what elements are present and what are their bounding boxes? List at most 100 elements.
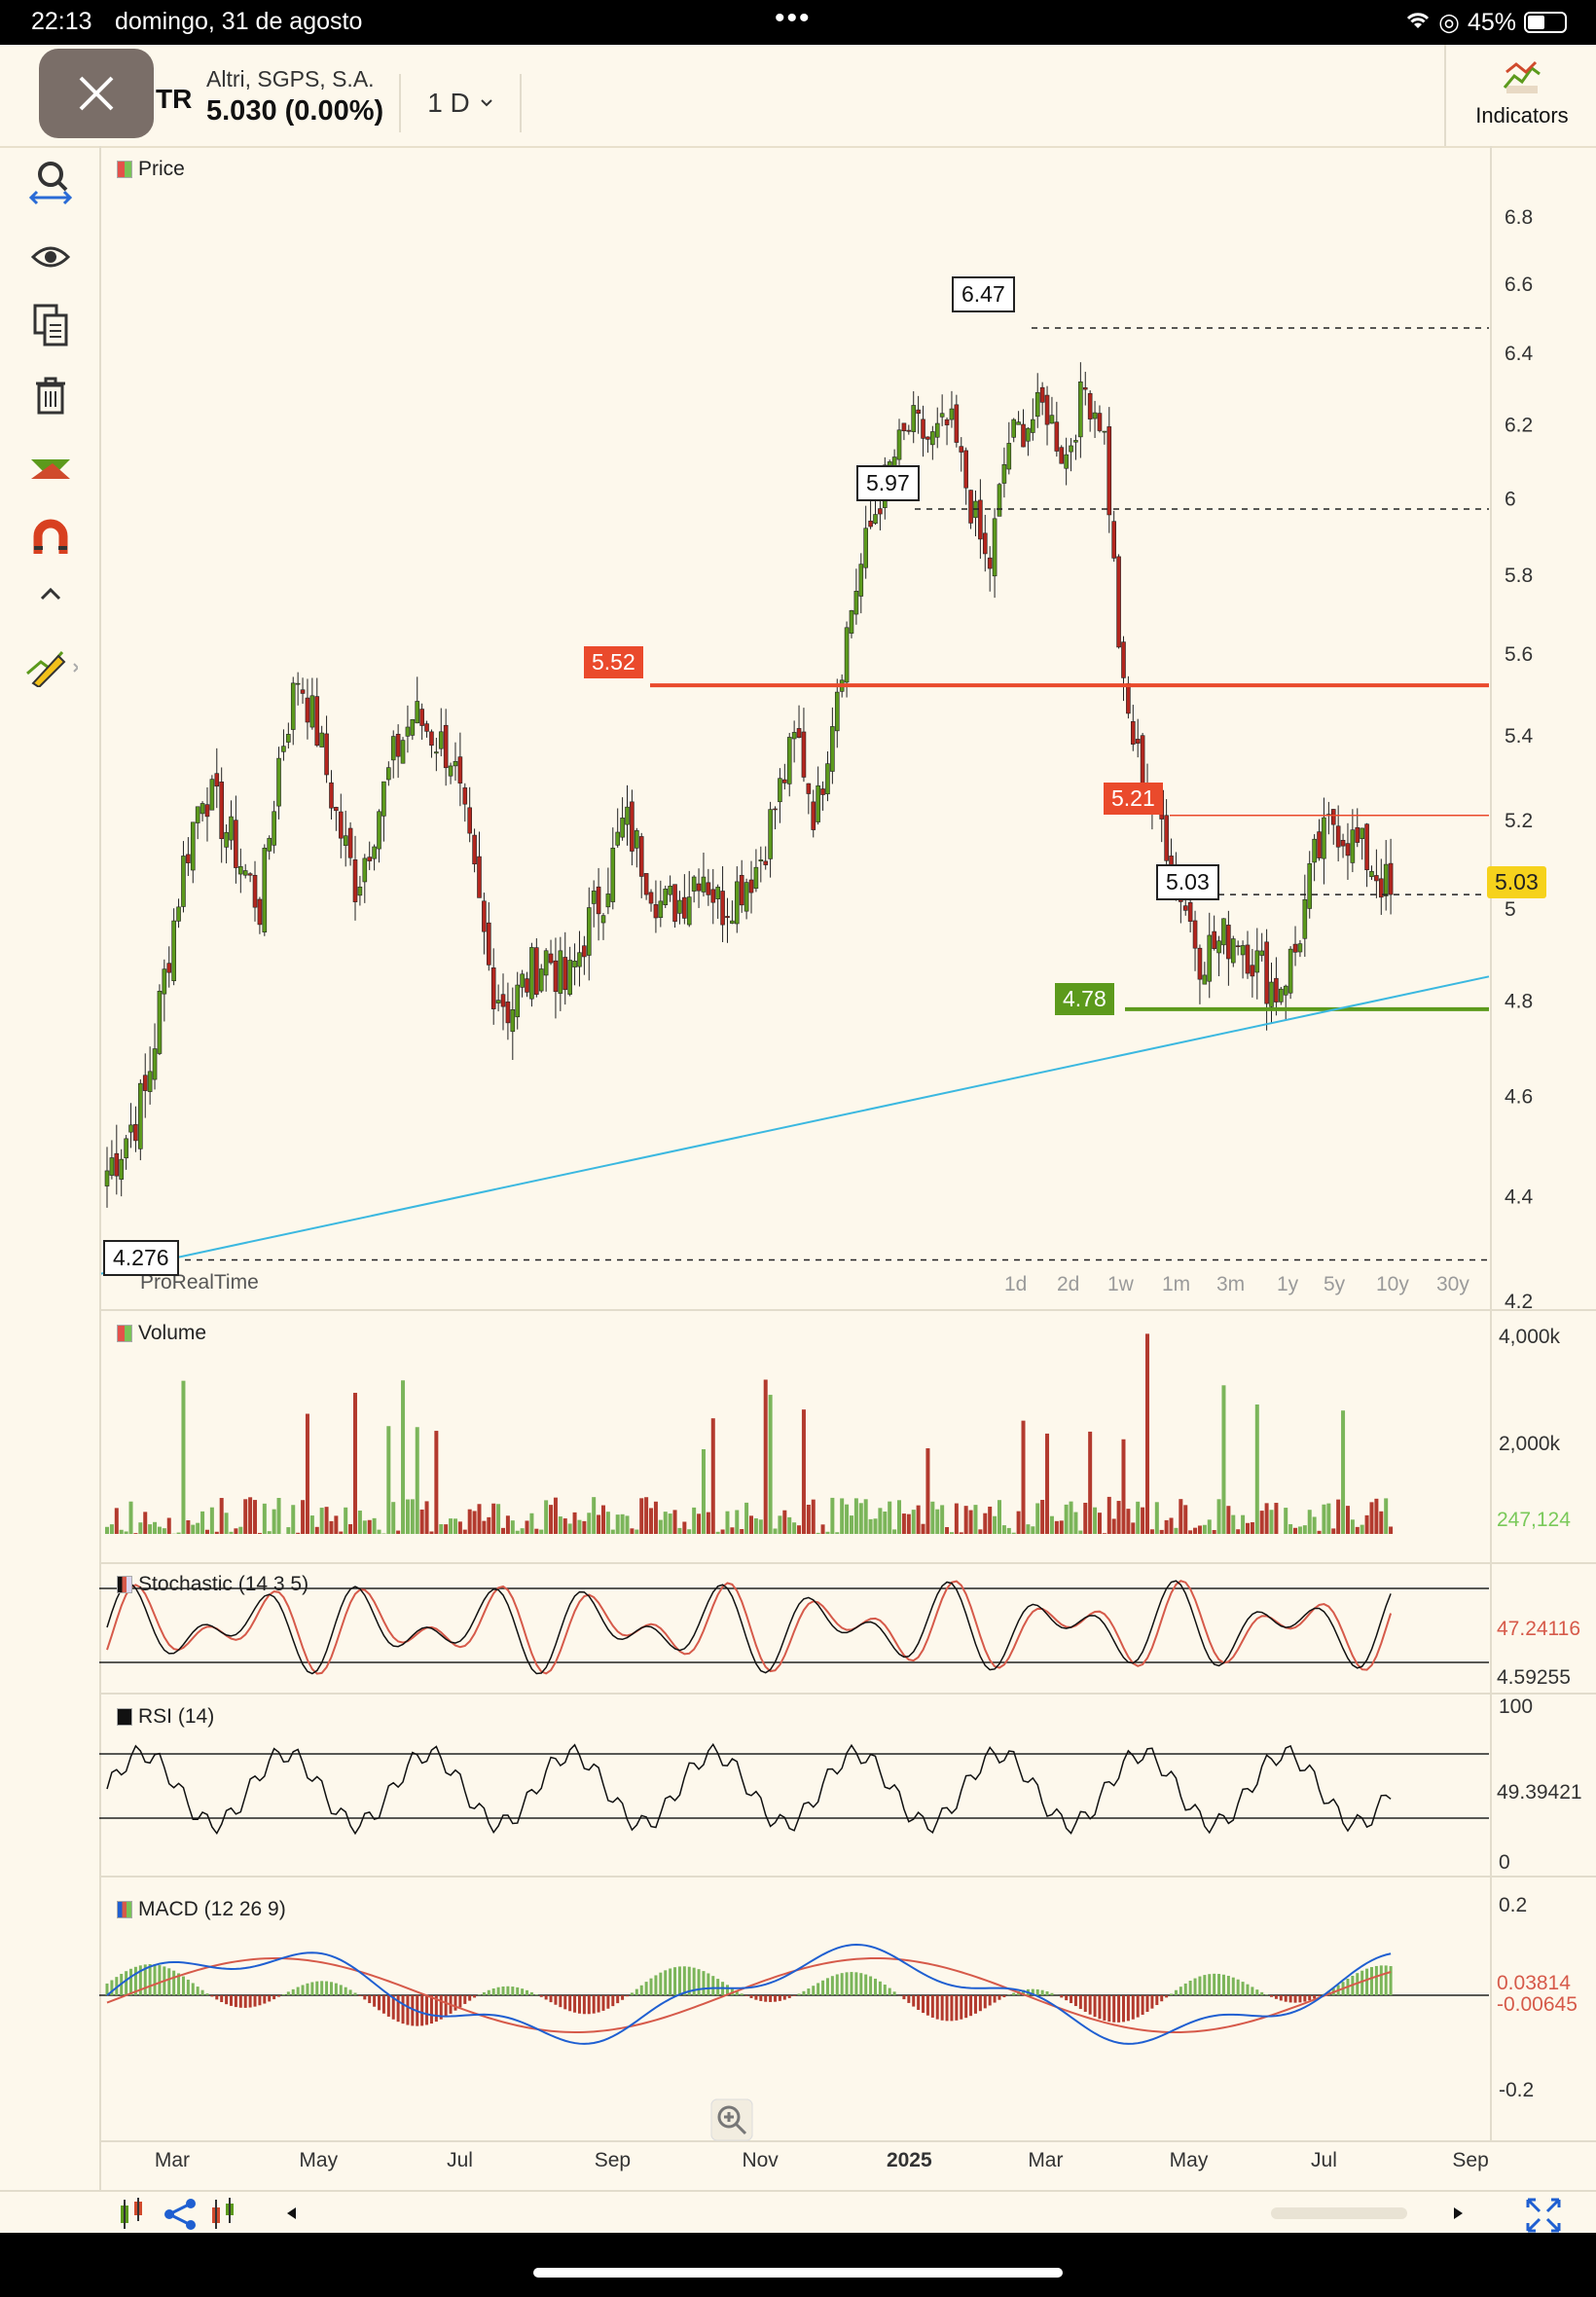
macd-hist-bar [1303, 1995, 1307, 2002]
candle-body [801, 731, 807, 778]
candle-body [630, 801, 635, 852]
candle-body [816, 784, 820, 822]
x-tick-7: May [1170, 2149, 1209, 2171]
period-1d[interactable]: 1d [1004, 1273, 1028, 1295]
candle-body [1297, 943, 1303, 953]
level-tag-resistance[interactable]: 5.52 [584, 646, 643, 678]
volume-bar [1083, 1502, 1088, 1534]
share-icon[interactable] [163, 2198, 199, 2231]
candle-body [505, 1002, 511, 1024]
volume-bar [873, 1518, 878, 1534]
indicators-button[interactable]: Indicators [1444, 45, 1596, 146]
period-1m[interactable]: 1m [1162, 1273, 1191, 1295]
period-10y[interactable]: 10y [1376, 1273, 1409, 1295]
chart-area[interactable]: 6.8 6.6 6.4 6.2 6 5.8 5.6 5.4 5.2 5 4.8 4.6 4.4 4.2 Ma… [99, 146, 1596, 2190]
stoch-d-line [106, 1580, 1393, 1675]
timeframe-select[interactable]: 1 D [399, 74, 522, 132]
candle-body [1031, 419, 1035, 433]
level-tag-high[interactable]: 6.47 [952, 276, 1015, 312]
candle-body [247, 873, 253, 876]
level-tag-recent[interactable]: 5.21 [1104, 783, 1163, 815]
volume-bar [816, 1532, 820, 1534]
volume-bar [1054, 1520, 1059, 1534]
macd-line [106, 1943, 1392, 2045]
volume-bar [419, 1509, 424, 1534]
last-price-tag: 5.03 [1487, 866, 1546, 898]
macd-hist-bar [177, 1973, 181, 1995]
macd-hist-bar [272, 1995, 276, 2000]
candle-body [1288, 948, 1293, 994]
close-button[interactable] [39, 49, 154, 138]
macd-hist-bar [840, 1973, 844, 1995]
volume-bar [592, 1497, 597, 1534]
volume-bar [243, 1499, 248, 1534]
macd-hist-bar [812, 1986, 816, 1995]
level-tag-mid[interactable]: 5.97 [856, 465, 920, 501]
macd-hist-bar [1136, 1995, 1140, 2018]
volume-bar [491, 1503, 496, 1534]
candle-body [1216, 940, 1221, 954]
magnet-tool[interactable] [18, 504, 84, 570]
candle-body [844, 627, 850, 683]
home-indicator[interactable] [533, 2268, 1063, 2278]
volume-bar [1059, 1520, 1064, 1534]
volume-bar [372, 1517, 377, 1534]
search-tool[interactable] [18, 150, 84, 216]
candle-body [1230, 938, 1236, 964]
period-2d[interactable]: 2d [1057, 1273, 1080, 1295]
level-tag-low[interactable]: 4.276 [103, 1240, 179, 1276]
scroll-left-icon[interactable] [284, 2206, 298, 2221]
period-1w[interactable]: 1w [1107, 1273, 1134, 1295]
macd-hist-bar [1369, 1967, 1373, 1995]
horizontal-scrollbar[interactable] [1271, 2207, 1407, 2219]
volume-bar [334, 1515, 339, 1534]
copy-tool[interactable] [18, 292, 84, 358]
price-tick-13: 4.2 [1505, 1291, 1533, 1313]
rsi-line [106, 1742, 1392, 1836]
trend-tool[interactable] [18, 434, 84, 500]
alert-tools-icon[interactable] [208, 2196, 245, 2233]
scroll-right-icon[interactable] [1452, 2206, 1466, 2221]
volume-bar [587, 1513, 592, 1534]
fullscreen-icon[interactable] [1524, 2196, 1563, 2235]
delete-tool[interactable] [18, 362, 84, 428]
candle-body [1116, 556, 1121, 648]
candle-tools-icon[interactable] [115, 2196, 152, 2233]
period-1y[interactable]: 1y [1277, 1273, 1299, 1295]
macd-hist-bar [759, 1995, 763, 2001]
period-30y[interactable]: 30y [1436, 1273, 1469, 1295]
candle-body [820, 788, 825, 795]
candle-body [467, 807, 472, 834]
ticker-symbol[interactable]: TR [156, 84, 193, 114]
candle-body [849, 610, 854, 634]
visibility-tool[interactable] [18, 224, 84, 290]
macd-hist-bar [669, 1968, 672, 1995]
collapse-tools-button[interactable] [18, 574, 84, 613]
volume-bar [1288, 1524, 1293, 1534]
volume-bar [1026, 1524, 1031, 1534]
level-tag-support[interactable]: 4.78 [1055, 983, 1114, 1015]
candle-body [272, 811, 276, 846]
multitask-dots-icon[interactable]: ••• [775, 2, 812, 34]
macd-hist-bar [782, 1995, 786, 2000]
volume-bar [200, 1511, 205, 1534]
candle-body [934, 422, 940, 438]
candle-body [1069, 445, 1073, 453]
volume-bar [291, 1505, 296, 1534]
macd-hist-bar [973, 1995, 977, 2014]
period-5y[interactable]: 5y [1324, 1273, 1346, 1295]
candle-body [921, 419, 925, 439]
candle-body [1250, 965, 1255, 977]
candle-body [104, 1170, 110, 1186]
volume-bar [1169, 1517, 1174, 1534]
volume-bar [730, 1527, 735, 1534]
candle-body [701, 876, 707, 893]
period-3m[interactable]: 3m [1216, 1273, 1246, 1295]
chart-canvas[interactable]: 6.8 6.6 6.4 6.2 6 5.8 5.6 5.4 5.2 5 4.8 4.6 4.4 4.2 Ma… [99, 146, 1596, 2190]
volume-bar [1345, 1506, 1350, 1534]
zoom-in-icon[interactable] [710, 2098, 753, 2141]
level-tag-current[interactable]: 5.03 [1156, 864, 1219, 900]
drawing-tool[interactable] [18, 633, 84, 699]
macd-hist-bar [401, 1995, 405, 2024]
volume-bar [668, 1513, 672, 1534]
